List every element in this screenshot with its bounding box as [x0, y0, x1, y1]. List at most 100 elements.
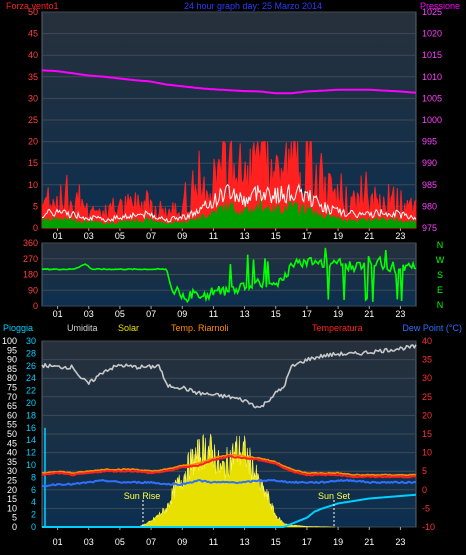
rain-tick-label: 10 [26, 460, 36, 470]
wind-tick-label: 30 [28, 93, 38, 103]
sunrise-label: Sun Rise [124, 491, 161, 501]
wind-tick-label: 10 [28, 180, 38, 190]
humidity-tick-label: 65 [7, 401, 17, 411]
hour-tick-label: 07 [146, 537, 156, 547]
pressure-tick-label: 1020 [422, 29, 442, 39]
hour-tick-label: 19 [333, 231, 343, 241]
compass-label: W [436, 255, 445, 265]
humidity-tick-label: 55 [7, 420, 17, 430]
humidity-tick-label: 75 [7, 383, 17, 393]
hour-tick-label: 23 [395, 231, 405, 241]
hour-tick-label: 05 [115, 309, 125, 319]
legend-temp-extra: Temp. Riarnoli [171, 323, 229, 333]
pressure-tick-label: 1010 [422, 72, 442, 82]
temperature-tick-label: 5 [422, 466, 427, 476]
wind-tick-label: 0 [33, 223, 38, 233]
temperature-tick-label: -5 [422, 503, 430, 513]
humidity-tick-label: 45 [7, 438, 17, 448]
axis-labels: 0510152025303540455097598098599099510001… [2, 7, 445, 547]
hour-tick-label: 21 [364, 537, 374, 547]
legend-solar: Solar [118, 323, 139, 333]
pressure-tick-label: 985 [422, 180, 437, 190]
legend-dewpoint: Dew Point (°C) [402, 323, 462, 333]
humidity-series [41, 344, 417, 409]
humidity-tick-label: 60 [7, 410, 17, 420]
wind-tick-label: 35 [28, 72, 38, 82]
rain-series [42, 493, 417, 528]
humidity-tick-label: 15 [7, 494, 17, 504]
hour-tick-label: 07 [146, 309, 156, 319]
rain-tick-label: 14 [26, 435, 36, 445]
pressure-tick-label: 1025 [422, 7, 442, 17]
temperature-tick-label: -10 [422, 522, 435, 532]
hour-tick-label: 11 [209, 309, 218, 319]
humidity-tick-label: 85 [7, 364, 17, 374]
direction-tick-label: 0 [33, 301, 38, 311]
hour-tick-label: 11 [209, 537, 218, 547]
compass-label: N [437, 300, 444, 310]
temperature-tick-label: 20 [422, 410, 432, 420]
hour-tick-label: 05 [115, 537, 125, 547]
direction-tick-label: 90 [28, 285, 38, 295]
hour-tick-label: 19 [333, 309, 343, 319]
humidity-tick-label: 30 [7, 466, 17, 476]
hour-tick-label: 15 [271, 231, 281, 241]
wind-tick-label: 5 [33, 201, 38, 211]
humidity-tick-label: 0 [12, 522, 17, 532]
pressure-tick-label: 995 [422, 137, 437, 147]
wind-tick-label: 25 [28, 115, 38, 125]
pressure-tick-label: 980 [422, 201, 437, 211]
hour-tick-label: 09 [177, 231, 187, 241]
rain-tick-label: 2 [31, 510, 36, 520]
humidity-tick-label: 70 [7, 392, 17, 402]
hour-tick-label: 05 [115, 231, 125, 241]
legend-rain: Pioggia [3, 323, 33, 333]
wind-direction-series [41, 247, 417, 304]
rain-tick-label: 6 [31, 485, 36, 495]
pressure-tick-label: 990 [422, 158, 437, 168]
hour-tick-label: 17 [302, 537, 312, 547]
compass-label: E [437, 285, 443, 295]
rain-tick-label: 12 [26, 448, 36, 458]
hour-tick-label: 17 [302, 309, 312, 319]
humidity-tick-label: 35 [7, 457, 17, 467]
pressure-series [41, 69, 417, 95]
wind-tick-label: 20 [28, 137, 38, 147]
hour-tick-label: 19 [333, 537, 343, 547]
hour-tick-label: 01 [53, 309, 63, 319]
hour-tick-label: 13 [240, 309, 250, 319]
hour-tick-label: 03 [84, 537, 94, 547]
hour-tick-label: 13 [240, 231, 250, 241]
hour-tick-label: 09 [177, 309, 187, 319]
sunset-label: Sun Set [318, 491, 351, 501]
temperature-tick-label: 40 [422, 336, 432, 346]
wind-average-series [42, 198, 416, 228]
humidity-tick-label: 80 [7, 373, 17, 383]
hour-tick-label: 07 [146, 231, 156, 241]
rain-tick-label: 4 [31, 497, 36, 507]
humidity-tick-label: 100 [2, 336, 17, 346]
dewpoint-series [41, 478, 417, 488]
direction-tick-label: 360 [23, 238, 38, 248]
temperature-tick-label: 35 [422, 355, 432, 365]
hour-tick-label: 01 [53, 231, 63, 241]
wind-tick-label: 15 [28, 158, 38, 168]
rain-tick-label: 16 [26, 423, 36, 433]
rain-tick-label: 28 [26, 348, 36, 358]
humidity-tick-label: 40 [7, 448, 17, 458]
rain-tick-label: 0 [31, 522, 36, 532]
wind-tick-label: 40 [28, 50, 38, 60]
humidity-tick-label: 5 [12, 513, 17, 523]
humidity-tick-label: 90 [7, 355, 17, 365]
temp-extra-series [41, 453, 417, 477]
header-wind-label: Forza vento1 [6, 1, 59, 11]
temperature-series [41, 455, 417, 479]
rain-tick-label: 30 [26, 336, 36, 346]
humidity-tick-label: 25 [7, 476, 17, 486]
pressure-tick-label: 1015 [422, 50, 442, 60]
hour-tick-label: 01 [53, 537, 63, 547]
hour-tick-label: 11 [209, 231, 218, 241]
humidity-tick-label: 10 [7, 503, 17, 513]
wind-tick-label: 45 [28, 29, 38, 39]
